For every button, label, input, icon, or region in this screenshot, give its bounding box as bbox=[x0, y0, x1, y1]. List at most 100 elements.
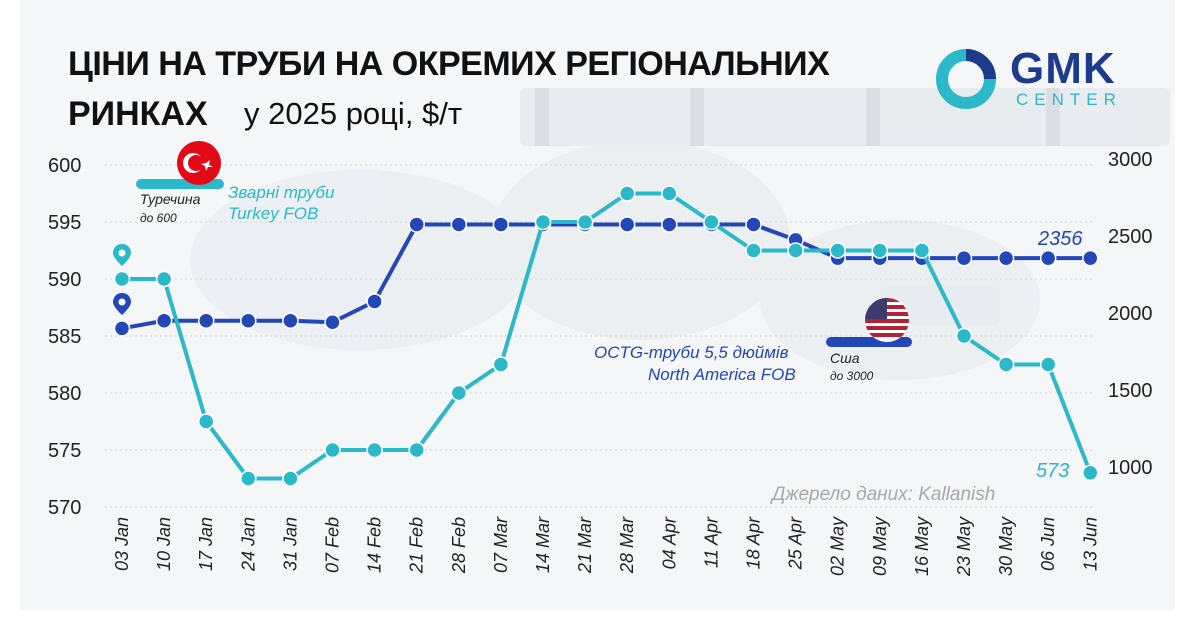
turkey-series-point bbox=[1082, 464, 1099, 482]
turkey-end-value: 573 bbox=[1036, 460, 1070, 482]
usa-series-point bbox=[450, 216, 468, 233]
usa-series-point bbox=[197, 312, 215, 329]
x-tick-label: 07 Mar bbox=[491, 516, 511, 573]
x-tick-label: 17 Jan bbox=[196, 517, 216, 571]
x-tick-label: 09 May bbox=[870, 516, 890, 576]
left-tick-label: 580 bbox=[48, 383, 81, 405]
x-tick-label: 14 Feb bbox=[365, 517, 385, 573]
left-tick-label: 575 bbox=[48, 440, 81, 462]
usa-end-value: 2356 bbox=[1038, 228, 1083, 250]
usa-series-point bbox=[366, 293, 383, 310]
left-tick-label: 590 bbox=[48, 269, 81, 291]
x-tick-label: 30 May bbox=[996, 516, 1016, 576]
turkey-series-point bbox=[492, 356, 510, 373]
left-axis: 600 595 590 585 580 575 570 bbox=[48, 155, 81, 519]
turkey-series-point bbox=[155, 270, 173, 288]
right-tick-label: 1500 bbox=[1108, 380, 1153, 402]
x-tick-label: 21 Feb bbox=[407, 517, 427, 574]
logo: GMK CENTER bbox=[928, 40, 1138, 118]
logo-brand: GMK bbox=[1010, 44, 1116, 93]
x-tick-label: 24 Jan bbox=[238, 517, 258, 572]
usa-series-point bbox=[282, 312, 299, 329]
x-tick-label: 13 Jun bbox=[1080, 517, 1100, 571]
usa-country-label: Сша bbox=[830, 350, 860, 366]
turkey-series-point bbox=[913, 242, 931, 259]
logo-sub: CENTER bbox=[1016, 90, 1122, 109]
x-tick-label: 06 Jun bbox=[1038, 517, 1058, 571]
grid bbox=[105, 164, 1095, 508]
usa-series-point bbox=[997, 249, 1015, 267]
turkey-series-point bbox=[955, 327, 973, 345]
x-tick-label: 31 Jan bbox=[280, 517, 300, 571]
usa-series-label-2: North America FOB bbox=[648, 365, 796, 384]
x-tick-label: 23 May bbox=[954, 516, 974, 577]
x-axis: 03 Jan 10 Jan 17 Jan 24 Jan 31 Jan 07 Feb 14 F… bbox=[112, 516, 1100, 577]
turkey-flag-icon bbox=[136, 141, 224, 189]
page-title: ЦІНИ НА ТРУБИ НА ОКРЕМИХ РЕГІОНАЛЬНИХ bbox=[68, 45, 830, 83]
turkey-series-point bbox=[197, 413, 215, 430]
usa-series-point bbox=[1039, 249, 1057, 267]
usa-series-point bbox=[661, 216, 678, 233]
usa-series-point bbox=[408, 216, 425, 233]
x-tick-label: 02 May bbox=[828, 516, 848, 576]
turkey-series-point bbox=[408, 441, 425, 459]
page-title-line2: РИНКАХ bbox=[68, 95, 208, 133]
x-tick-label: 10 Jan bbox=[154, 517, 174, 571]
turkey-series-point bbox=[661, 185, 678, 202]
left-tick-label: 585 bbox=[48, 326, 81, 348]
background-decoration bbox=[190, 88, 1170, 380]
source-note: Джерело даних: Kallanish bbox=[772, 484, 996, 505]
usa-series-point bbox=[324, 313, 341, 331]
x-tick-label: 14 Mar bbox=[533, 516, 553, 573]
usa-series-point bbox=[745, 216, 762, 233]
turkey-series-point bbox=[1039, 356, 1057, 373]
x-tick-label: 28 Mar bbox=[617, 516, 637, 574]
usa-series-point bbox=[618, 216, 636, 233]
turkey-series-point bbox=[282, 470, 299, 487]
x-tick-label: 03 Jan bbox=[112, 517, 132, 571]
left-tick-label: 600 bbox=[48, 155, 81, 177]
turkey-series-point bbox=[997, 356, 1015, 373]
x-tick-label: 21 Mar bbox=[575, 516, 595, 574]
turkey-range-label: до 600 bbox=[140, 211, 177, 225]
turkey-series-point bbox=[787, 242, 804, 259]
turkey-series-point bbox=[576, 213, 594, 231]
usa-series-point bbox=[113, 320, 131, 337]
usa-series-point bbox=[955, 249, 973, 267]
page-subtitle: у 2025 році, $/т bbox=[244, 96, 463, 131]
turkey-series-point bbox=[324, 441, 341, 459]
series-layer bbox=[113, 185, 1099, 487]
turkey-series-point bbox=[871, 242, 889, 259]
usa-series-point bbox=[1082, 249, 1099, 267]
right-axis: 3000 2500 2000 1500 1000 bbox=[1108, 149, 1153, 479]
right-tick-label: 2500 bbox=[1108, 226, 1153, 248]
x-tick-label: 11 Apr bbox=[701, 516, 721, 568]
x-tick-label: 25 Apr bbox=[786, 516, 806, 570]
right-tick-label: 2000 bbox=[1108, 303, 1153, 325]
turkey-pin-icon bbox=[113, 244, 131, 266]
usa-range-label: до 3000 bbox=[830, 369, 874, 383]
turkey-series-point bbox=[534, 213, 552, 231]
turkey-series-point bbox=[618, 185, 636, 202]
right-tick-label: 3000 bbox=[1108, 149, 1153, 171]
turkey-series-label-2: Turkey FOB bbox=[228, 204, 319, 223]
usa-pin-icon bbox=[113, 293, 131, 315]
turkey-series-point bbox=[703, 213, 720, 231]
turkey-series-point bbox=[829, 242, 846, 259]
usa-series-point bbox=[240, 312, 257, 329]
x-tick-label: 28 Feb bbox=[449, 517, 469, 574]
turkey-series-point bbox=[113, 270, 131, 288]
x-tick-label: 16 May bbox=[912, 516, 932, 576]
x-tick-label: 18 Apr bbox=[744, 516, 764, 569]
turkey-series-point bbox=[366, 441, 383, 459]
left-tick-label: 595 bbox=[48, 212, 81, 234]
usa-series-point bbox=[492, 216, 510, 233]
turkey-series-point bbox=[450, 384, 468, 402]
left-tick-label: 570 bbox=[48, 497, 81, 519]
right-tick-label: 1000 bbox=[1108, 457, 1153, 479]
turkey-country-label: Туречина bbox=[140, 191, 201, 207]
x-tick-label: 04 Apr bbox=[659, 516, 679, 569]
x-tick-label: 07 Feb bbox=[323, 517, 343, 573]
